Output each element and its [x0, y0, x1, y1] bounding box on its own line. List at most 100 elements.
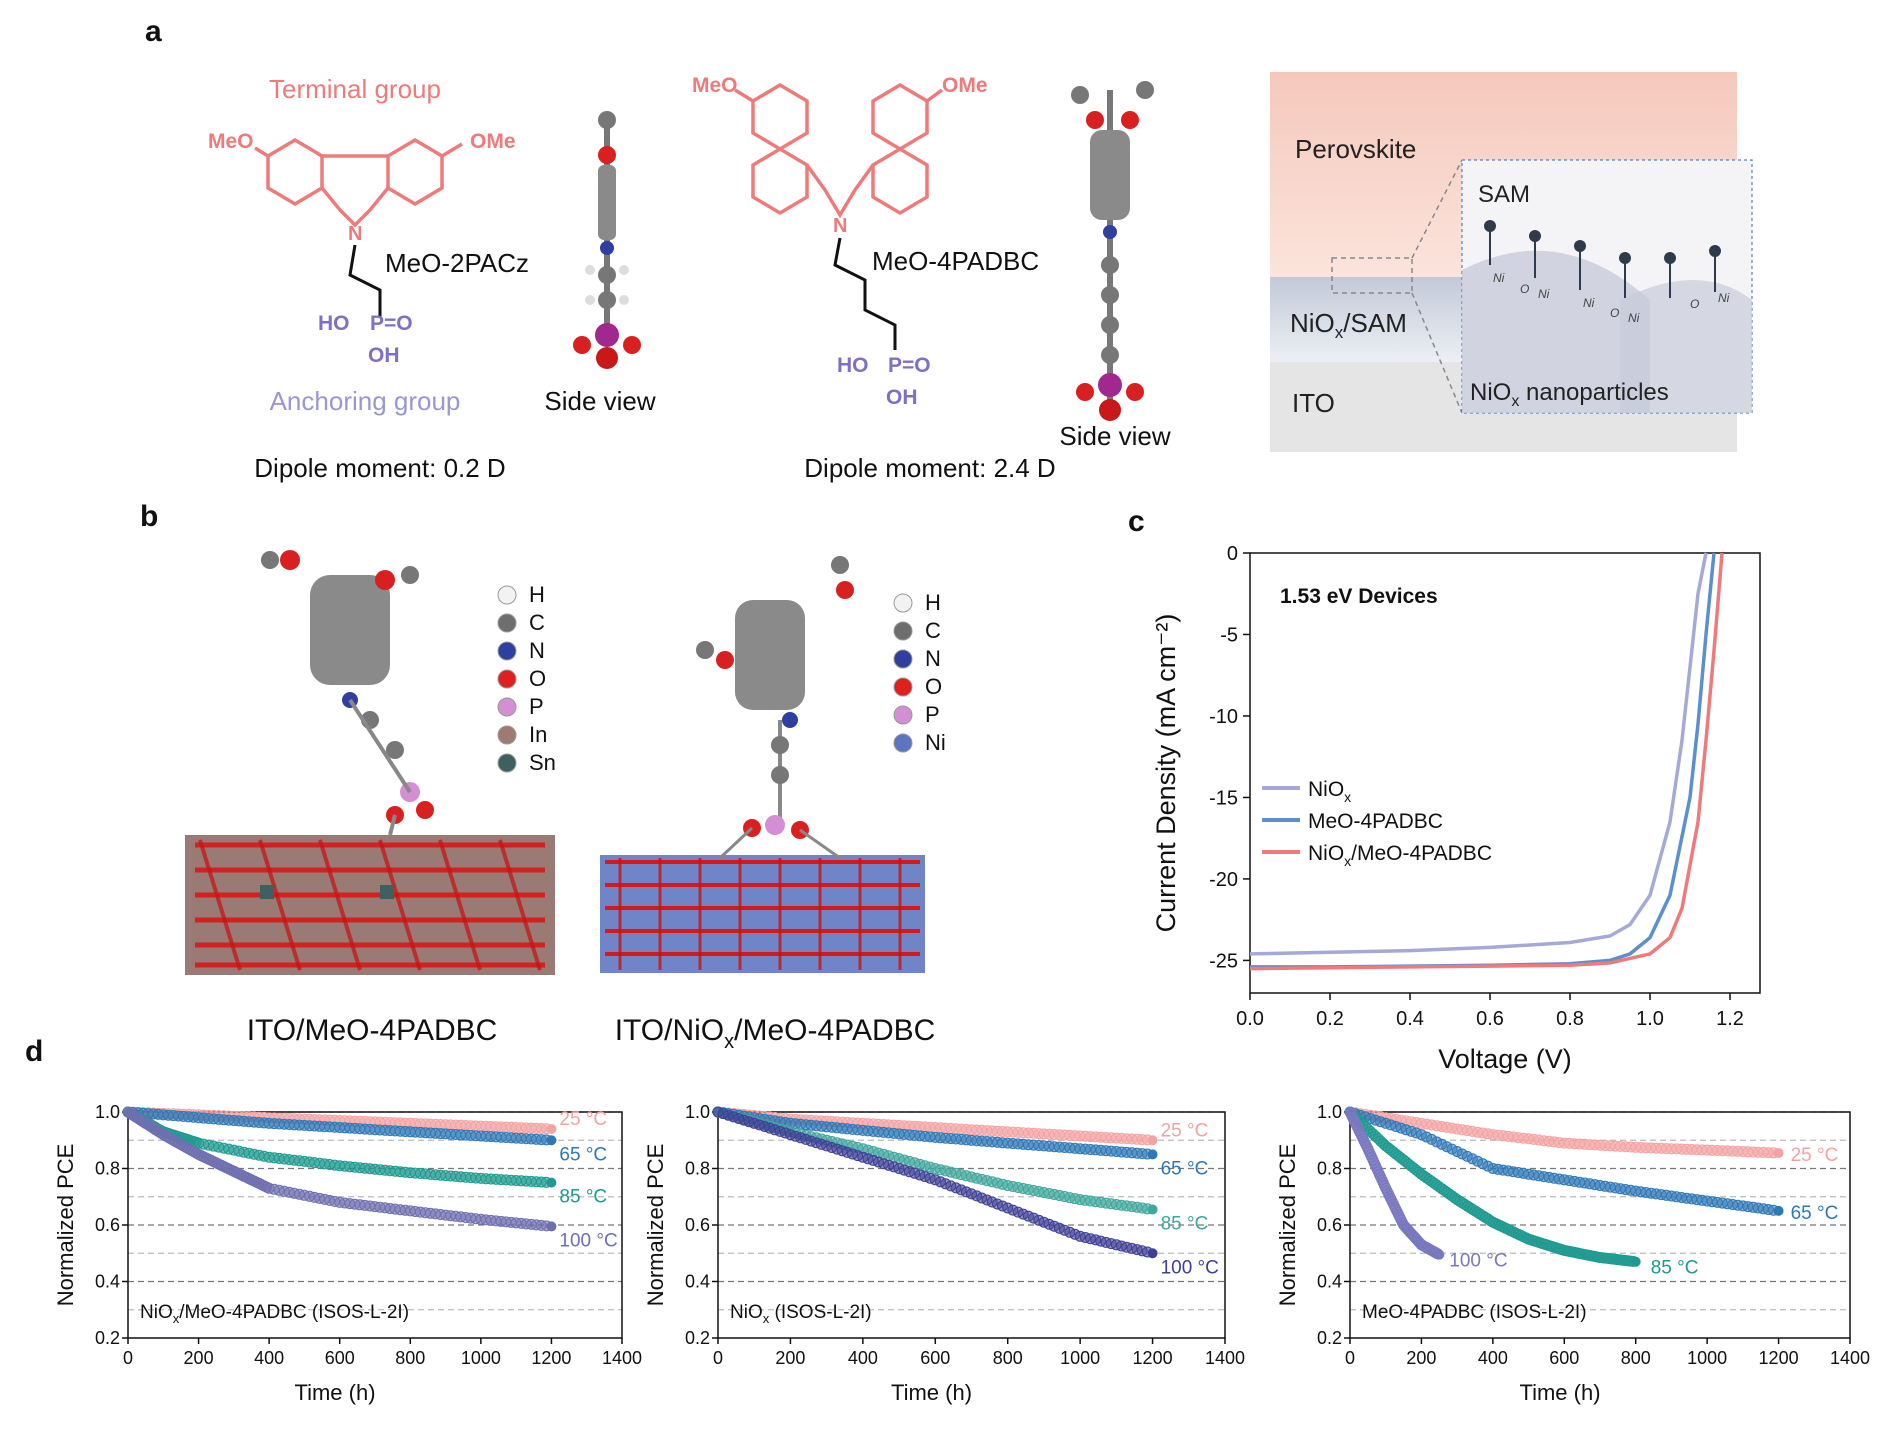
y-tick-label: 1.0	[95, 1102, 120, 1122]
x-axis-label: Voltage (V)	[1438, 1044, 1572, 1074]
series-label-1: 65 °C	[1161, 1158, 1209, 1179]
panel-letter-a: a	[145, 15, 162, 48]
legend-label-h: H	[925, 590, 941, 615]
y-tick-label: -5	[1220, 624, 1238, 646]
x-tick-label: 1200	[1133, 1348, 1173, 1368]
series-label-0: 25 °C	[559, 1109, 607, 1130]
x-tick-label: 400	[1478, 1348, 1508, 1368]
alkyl-chain-4c	[833, 237, 897, 350]
legend-label-ni: Ni	[925, 730, 946, 755]
y-tick-label: 0.4	[95, 1272, 120, 1292]
x-tick-label: 1.0	[1636, 1008, 1664, 1030]
data-point	[1147, 1248, 1158, 1259]
legend-label-o: O	[529, 666, 546, 691]
series-line-2	[1249, 552, 1724, 971]
svg-text:Ni: Ni	[1628, 311, 1640, 325]
x-tick-label: 1200	[1759, 1348, 1799, 1368]
chart-annotation: NiOx/MeO-4PADBC (ISOS-L-2I)	[140, 1302, 409, 1326]
data-point	[1147, 1149, 1158, 1160]
legend-atom-o	[497, 669, 517, 689]
x-tick-label: 0	[713, 1348, 723, 1368]
chart-annotation: MeO-4PADBC (ISOS-L-2I)	[1362, 1302, 1587, 1323]
y-tick-label: 0.6	[1317, 1215, 1342, 1235]
carbazole-structure	[254, 137, 463, 228]
data-point	[1630, 1256, 1641, 1267]
y-tick-label: -10	[1209, 706, 1238, 728]
panel-letter-d: d	[25, 1035, 44, 1068]
y-tick-label: 0.8	[1317, 1159, 1342, 1179]
x-tick-label: 0.0	[1236, 1008, 1264, 1030]
x-tick-label: 1000	[1687, 1348, 1727, 1368]
series-label-1: 65 °C	[559, 1144, 607, 1165]
legend-atom-n	[893, 649, 913, 669]
mol2-name: MeO-4PADBC	[872, 246, 1039, 276]
side-view-label-1: Side view	[544, 386, 655, 416]
x-tick-label: 0.4	[1396, 1008, 1424, 1030]
svg-text:Ni: Ni	[1493, 271, 1505, 285]
legend-atom-ni	[893, 733, 913, 753]
mol2-dipole: Dipole moment: 2.4 D	[804, 453, 1055, 483]
molecule-meo-4padbc: MeO OMe N MeO-4PADBC HO P=O OH Dipole mo…	[692, 74, 1056, 483]
x-tick-label: 0.6	[1476, 1008, 1504, 1030]
y-tick-label: 0.8	[685, 1159, 710, 1179]
x-tick-label: 0	[1345, 1348, 1355, 1368]
svg-text:Ni: Ni	[1538, 287, 1550, 301]
legend-atom-p	[893, 705, 913, 725]
chart-annotation: 1.53 eV Devices	[1280, 585, 1438, 608]
series-label-0: 25 °C	[1161, 1120, 1209, 1141]
data-point	[1773, 1147, 1784, 1158]
niox-molecule	[696, 556, 854, 860]
side-view-mol1: Side view	[544, 111, 656, 416]
data-point	[1147, 1135, 1158, 1146]
series-3: 100 °C	[712, 1106, 1219, 1278]
legend-label-c: C	[925, 618, 941, 643]
series-1: 65 °C	[122, 1106, 607, 1165]
x-tick-label: 1400	[602, 1348, 642, 1368]
panel-letter-c: c	[1128, 505, 1145, 538]
series-3: 100 °C	[1344, 1106, 1508, 1272]
n-label-2: N	[833, 215, 847, 237]
series-label-2: 85 °C	[559, 1187, 607, 1208]
x-tick-label: 1200	[531, 1348, 571, 1368]
data-point	[546, 1123, 557, 1134]
legend-label-n: N	[925, 646, 941, 671]
ome-right-label: OMe	[470, 130, 516, 153]
legend-label-n: N	[529, 638, 545, 663]
p-label: P=O	[370, 312, 413, 335]
svg-text:O: O	[1690, 297, 1699, 311]
svg-text:O: O	[1610, 306, 1619, 320]
data-point	[546, 1135, 557, 1146]
y-tick-label: 0.6	[95, 1215, 120, 1235]
svg-text:Ni: Ni	[1718, 291, 1730, 305]
panel-letter-b: b	[140, 500, 159, 533]
legend-atom-h	[893, 593, 913, 613]
p-label-2: P=O	[888, 354, 931, 377]
sam-label: SAM	[1478, 181, 1530, 208]
x-tick-label: 800	[395, 1348, 425, 1368]
panel-a: Terminal group MeO OMe N MeO-2PACz HO P=…	[208, 72, 1753, 483]
data-point	[1147, 1204, 1158, 1215]
caption-ito-niox-meo: ITO/NiOx/MeO-4PADBC	[615, 1014, 936, 1053]
x-tick-label: 200	[184, 1348, 214, 1368]
series-label-0: 25 °C	[1791, 1145, 1839, 1166]
niox-slab	[600, 855, 925, 973]
device-schematic: Perovskite NiOx/SAM ITO SAM Ni O Ni	[1270, 72, 1753, 452]
x-axis-label: Time (h)	[891, 1380, 972, 1405]
anchoring-group-label: Anchoring group	[270, 386, 461, 416]
data-point	[546, 1221, 557, 1232]
y-axis-label: Normalized PCE	[643, 1144, 668, 1307]
y-tick-label: 0.6	[685, 1215, 710, 1235]
y-tick-label: -15	[1209, 787, 1238, 809]
x-tick-label: 800	[993, 1348, 1023, 1368]
x-tick-label: 200	[1406, 1348, 1436, 1368]
legend-label-sn: Sn	[529, 750, 556, 775]
ito-label: ITO	[1292, 388, 1335, 418]
sam-molecules	[1484, 220, 1721, 298]
side-view-label-2: Side view	[1059, 421, 1170, 451]
x-axis-label: Time (h)	[294, 1380, 375, 1405]
data-point	[1773, 1205, 1784, 1216]
x-tick-label: 800	[1621, 1348, 1651, 1368]
y-tick-label: 1.0	[685, 1102, 710, 1122]
